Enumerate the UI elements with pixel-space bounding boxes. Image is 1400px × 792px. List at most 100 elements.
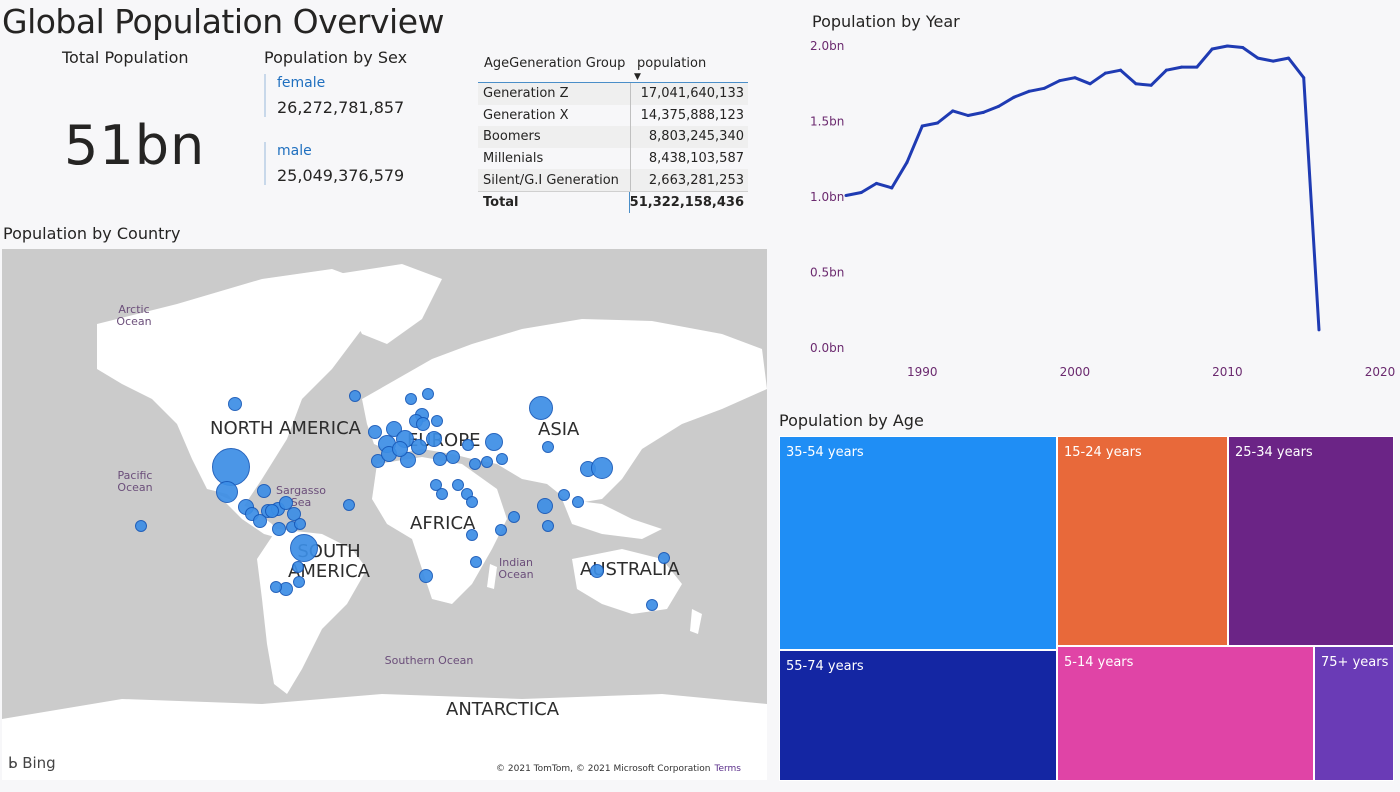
- line-point[interactable]: [951, 109, 955, 113]
- country-bubble[interactable]: [419, 569, 433, 583]
- country-bubble[interactable]: [591, 457, 613, 479]
- treemap-tile[interactable]: 35-54 years: [779, 436, 1057, 650]
- population-line[interactable]: [845, 44, 1321, 330]
- country-bubble[interactable]: [368, 425, 382, 439]
- line-point[interactable]: [859, 190, 863, 194]
- country-bubble[interactable]: [466, 496, 478, 508]
- country-bubble[interactable]: [481, 456, 493, 468]
- country-bubble[interactable]: [452, 479, 464, 491]
- country-bubble[interactable]: [265, 504, 279, 518]
- country-bubble[interactable]: [416, 417, 430, 431]
- line-point[interactable]: [1225, 44, 1229, 48]
- line-point[interactable]: [981, 110, 985, 114]
- line-point[interactable]: [1241, 46, 1245, 50]
- line-point[interactable]: [890, 186, 894, 190]
- country-bubble[interactable]: [508, 511, 520, 523]
- treemap-tile[interactable]: 5-14 years: [1057, 646, 1314, 781]
- country-bubble[interactable]: [496, 453, 508, 465]
- column-header-group[interactable]: AgeGeneration Group: [484, 56, 626, 71]
- table-row[interactable]: Generation Z 17,041,640,133: [478, 83, 748, 105]
- column-header-population[interactable]: population ▼: [630, 56, 748, 82]
- country-bubble[interactable]: [537, 498, 553, 514]
- line-point[interactable]: [1302, 76, 1306, 80]
- world-map[interactable]: NORTH AMERICA SOUTH AMERICA EUROPE ASIA …: [2, 249, 767, 780]
- line-point[interactable]: [1149, 83, 1153, 87]
- sort-desc-icon[interactable]: ▼: [634, 72, 641, 82]
- population-by-year-chart[interactable]: 0.0bn 0.5bn 1.0bn 1.5bn 2.0bn 1990 2000 2010 202…: [800, 36, 1396, 384]
- country-bubble[interactable]: [542, 520, 554, 532]
- country-bubble[interactable]: [446, 450, 460, 464]
- line-point[interactable]: [875, 181, 879, 185]
- line-point[interactable]: [1027, 89, 1031, 93]
- line-point[interactable]: [997, 104, 1001, 108]
- line-point[interactable]: [1256, 56, 1260, 60]
- country-bubble[interactable]: [253, 514, 267, 528]
- treemap-tile[interactable]: 15-24 years: [1057, 436, 1228, 646]
- country-bubble[interactable]: [405, 393, 417, 405]
- country-bubble[interactable]: [433, 452, 447, 466]
- line-point[interactable]: [844, 193, 848, 197]
- country-bubble[interactable]: [290, 534, 318, 562]
- line-point[interactable]: [1073, 76, 1077, 80]
- table-row[interactable]: Generation X 14,375,888,123: [478, 104, 748, 127]
- table-row[interactable]: Millenials 8,438,103,587: [478, 147, 748, 170]
- country-bubble[interactable]: [279, 496, 293, 510]
- country-bubble[interactable]: [257, 484, 271, 498]
- line-point[interactable]: [1210, 47, 1214, 51]
- country-bubble[interactable]: [293, 576, 305, 588]
- country-bubble[interactable]: [216, 481, 238, 503]
- line-point[interactable]: [966, 113, 970, 117]
- treemap-tile[interactable]: 75+ years: [1314, 646, 1394, 781]
- country-bubble[interactable]: [343, 499, 355, 511]
- treemap-tile[interactable]: 55-74 years: [779, 650, 1057, 781]
- table-row[interactable]: Boomers 8,803,245,340: [478, 126, 748, 148]
- line-point[interactable]: [1042, 86, 1046, 90]
- line-point[interactable]: [905, 160, 909, 164]
- line-point[interactable]: [1103, 71, 1107, 75]
- terms-link[interactable]: Terms: [714, 764, 741, 774]
- country-bubble[interactable]: [392, 441, 408, 457]
- line-point[interactable]: [1164, 68, 1168, 72]
- country-bubble[interactable]: [294, 518, 306, 530]
- country-bubble[interactable]: [422, 388, 434, 400]
- country-bubble[interactable]: [431, 415, 443, 427]
- country-bubble[interactable]: [572, 496, 584, 508]
- country-bubble[interactable]: [426, 431, 442, 447]
- country-bubble[interactable]: [400, 452, 416, 468]
- country-bubble[interactable]: [646, 599, 658, 611]
- line-point[interactable]: [920, 124, 924, 128]
- country-bubble[interactable]: [466, 529, 478, 541]
- country-bubble[interactable]: [411, 439, 427, 455]
- country-bubble[interactable]: [212, 448, 250, 486]
- country-bubble[interactable]: [658, 552, 670, 564]
- country-bubble[interactable]: [462, 439, 474, 451]
- line-point[interactable]: [1180, 65, 1184, 69]
- population-by-age-treemap[interactable]: 35-54 years 15-24 years 25-34 years 55-74 y…: [779, 436, 1394, 781]
- country-bubble[interactable]: [590, 564, 604, 578]
- country-bubble[interactable]: [228, 397, 242, 411]
- line-point[interactable]: [1119, 68, 1123, 72]
- country-bubble[interactable]: [470, 556, 482, 568]
- line-point[interactable]: [1271, 59, 1275, 63]
- table-row[interactable]: Silent/G.I Generation 2,663,281,253: [478, 169, 748, 191]
- country-bubble[interactable]: [135, 520, 147, 532]
- country-bubble[interactable]: [495, 524, 507, 536]
- line-point[interactable]: [1088, 82, 1092, 86]
- line-point[interactable]: [1134, 82, 1138, 86]
- line-point[interactable]: [1195, 65, 1199, 69]
- country-bubble[interactable]: [272, 522, 286, 536]
- line-point[interactable]: [1058, 79, 1062, 83]
- country-bubble[interactable]: [542, 441, 554, 453]
- line-point[interactable]: [1012, 95, 1016, 99]
- country-bubble[interactable]: [270, 581, 282, 593]
- country-bubble[interactable]: [349, 390, 361, 402]
- country-bubble[interactable]: [469, 458, 481, 470]
- line-point[interactable]: [1317, 328, 1321, 332]
- country-bubble[interactable]: [485, 433, 503, 451]
- country-bubble[interactable]: [436, 488, 448, 500]
- country-bubble[interactable]: [529, 396, 553, 420]
- treemap-tile[interactable]: 25-34 years: [1228, 436, 1394, 646]
- line-point[interactable]: [936, 121, 940, 125]
- line-point[interactable]: [1286, 56, 1290, 60]
- country-bubble[interactable]: [292, 561, 304, 573]
